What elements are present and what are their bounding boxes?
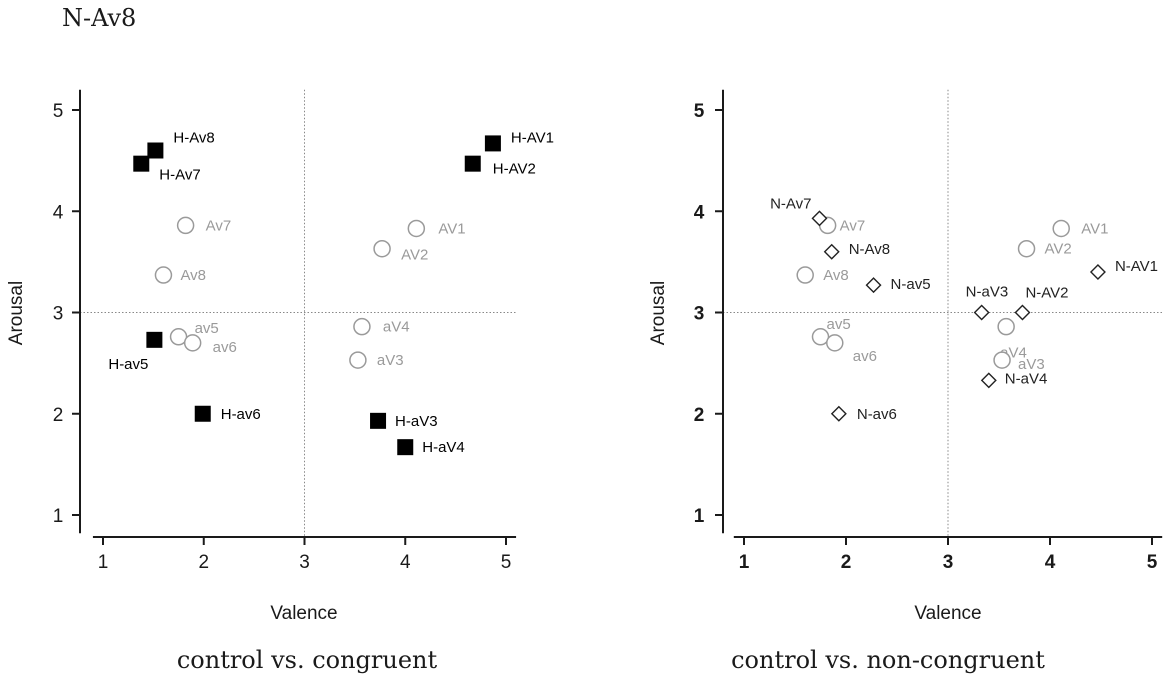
left-x-tick-label: 4: [400, 552, 411, 573]
right-x-tick-label: 3: [943, 552, 954, 573]
point-av4: [353, 317, 371, 336]
point-av3: [349, 351, 367, 369]
right-x-tick-label: 1: [739, 552, 750, 573]
point-n-av8: [823, 243, 840, 260]
left-y-tick-label: 4: [53, 202, 64, 223]
point-label-h-av1: H-AV1: [511, 129, 554, 146]
left-chart-caption: control vs. congruent: [177, 646, 438, 674]
point-h-av6: [194, 405, 211, 422]
left-y-tick-label: 1: [53, 506, 64, 527]
right-y-tick-label: 2: [694, 405, 705, 426]
point-label-av3: aV3: [377, 352, 404, 369]
point-h-av5: [146, 331, 163, 348]
point-label-av2: AV2: [401, 247, 428, 264]
point-av6: [183, 334, 202, 352]
point-h-av1: [484, 135, 501, 152]
point-n-av7: [811, 210, 828, 227]
point-label-av5: av5: [195, 320, 219, 337]
left-y-tick-label: 2: [53, 405, 64, 426]
right-y-tick-label: 4: [694, 202, 705, 223]
point-h-av7: [133, 155, 150, 172]
point-label-av3: aV3: [1018, 356, 1045, 373]
point-label-n-av5: N-av5: [891, 276, 931, 293]
right-x-axis-title: Valence: [914, 603, 981, 624]
right-x-tick-label: 2: [841, 552, 852, 573]
point-av8: [154, 266, 173, 284]
point-h-av2: [464, 155, 481, 172]
point-label-av6: av6: [213, 339, 237, 356]
point-label-h-av5: H-av5: [108, 356, 148, 373]
point-label-av8: Av8: [823, 267, 849, 284]
point-label-h-av7: H-Av7: [159, 167, 200, 184]
right-y-tick-label: 5: [694, 101, 705, 122]
point-av4: [997, 317, 1015, 336]
left-x-tick-label: 2: [198, 552, 209, 573]
right-chart-caption: control vs. non-congruent: [731, 646, 1045, 674]
point-label-h-av3: H-aV3: [395, 413, 438, 430]
point-n-av1: [1089, 264, 1106, 280]
point-av2: [373, 239, 391, 258]
point-label-av7: Av7: [206, 217, 232, 234]
point-label-av7: Av7: [840, 217, 866, 234]
point-label-av1: AV1: [1081, 220, 1108, 237]
point-av6: [826, 334, 844, 352]
right-x-tick-label: 4: [1045, 552, 1056, 573]
point-label-n-av6: N-av6: [857, 406, 897, 423]
point-av1: [1052, 219, 1070, 238]
point-label-n-av3: N-aV3: [966, 284, 1009, 301]
left-y-tick-label: 5: [53, 101, 64, 122]
left-x-tick-label: 5: [501, 552, 512, 573]
left-x-tick-label: 1: [98, 552, 109, 573]
point-label-av6: av6: [853, 348, 877, 365]
point-label-h-av4: H-aV4: [422, 439, 465, 456]
point-av1: [407, 219, 426, 238]
point-h-av4: [397, 439, 414, 456]
point-label-n-av8: N-Av8: [849, 241, 890, 258]
point-label-n-av2: N-AV2: [1025, 285, 1068, 302]
left-y-tick-label: 3: [53, 304, 64, 325]
point-h-av3: [370, 412, 387, 429]
point-av8: [796, 266, 814, 284]
left-x-axis-title: Valence: [270, 603, 337, 624]
left-y-axis-title: Arousal: [6, 281, 27, 345]
right-y-tick-label: 3: [694, 304, 705, 325]
point-n-av2: [1014, 304, 1031, 321]
right-y-axis-title: Arousal: [648, 281, 669, 345]
point-n-av3: [973, 304, 990, 321]
point-label-av4: aV4: [383, 319, 410, 336]
point-label-n-av4: N-aV4: [1005, 370, 1048, 387]
point-av2: [1017, 239, 1036, 258]
left-x-tick-label: 3: [299, 552, 310, 573]
point-label-av5: av5: [827, 316, 851, 333]
point-n-av5: [865, 277, 882, 294]
point-label-h-av6: H-av6: [221, 406, 261, 423]
point-h-av8: [147, 142, 164, 159]
point-label-h-av2: H-AV2: [493, 161, 536, 178]
point-av3: [993, 351, 1011, 369]
right-x-tick-label: 5: [1147, 552, 1158, 573]
point-label-h-av8: H-Av8: [173, 130, 214, 147]
point-av7: [176, 216, 195, 235]
point-label-av2: AV2: [1045, 241, 1072, 258]
point-label-n-av7: N-Av7: [770, 195, 811, 212]
point-n-av6: [830, 405, 847, 422]
point-label-av1: AV1: [438, 220, 465, 237]
point-n-av4: [980, 372, 997, 389]
point-label-av8: Av8: [180, 267, 206, 284]
header-label: N-Av8: [62, 4, 137, 32]
right-y-tick-label: 1: [694, 506, 705, 527]
point-label-n-av1: N-AV1: [1115, 258, 1158, 275]
